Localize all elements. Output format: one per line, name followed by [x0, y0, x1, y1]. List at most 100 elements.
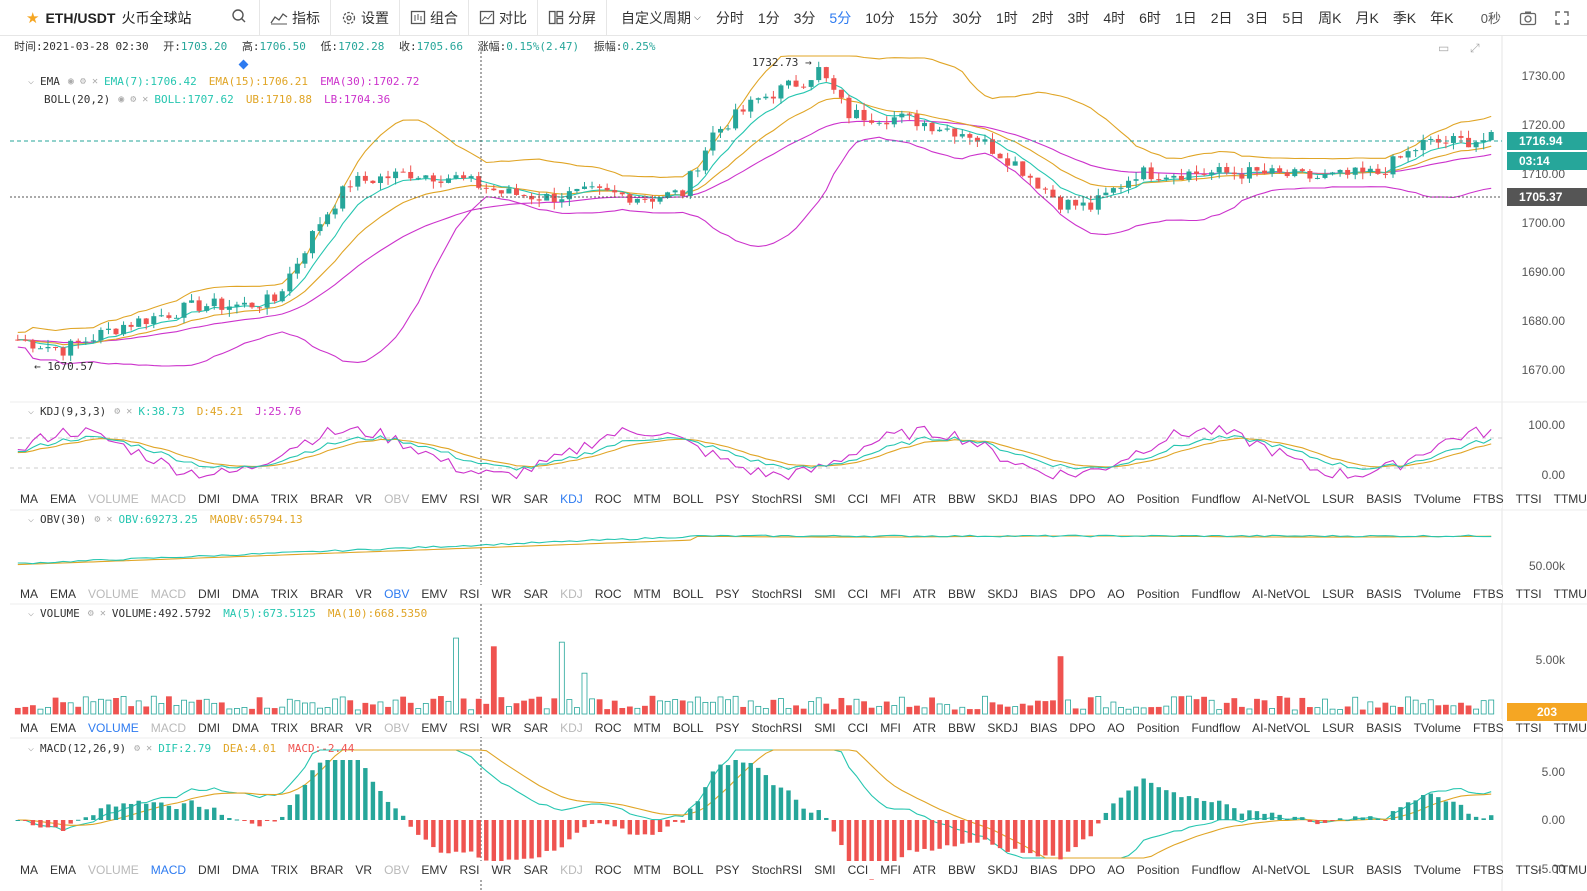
indicator-tab-dmi[interactable]: DMI [198, 587, 221, 601]
indicator-tab-position[interactable]: Position [1136, 587, 1180, 601]
indicator-tab-mfi[interactable]: MFI [880, 492, 901, 506]
indicator-tab-stochrsi[interactable]: StochRSI [751, 587, 803, 601]
indicator-tab-ttsi[interactable]: TTSI [1515, 863, 1542, 877]
indicator-tab-kdj[interactable]: KDJ [560, 492, 583, 506]
indicator-tab-mtm[interactable]: MTM [633, 492, 661, 506]
period-2时[interactable]: 2时 [1031, 9, 1054, 26]
period-30分[interactable]: 30分 [952, 9, 982, 26]
indicator-tab-ai-netvol[interactable]: AI-NetVOL [1252, 721, 1311, 735]
indicator-tab-brar[interactable]: BRAR [310, 721, 344, 735]
indicator-tab-mfi[interactable]: MFI [880, 863, 901, 877]
indicator-tab-ttsi[interactable]: TTSI [1515, 721, 1542, 735]
indicator-tab-ma[interactable]: MA [20, 492, 38, 506]
indicator-tab-rsi[interactable]: RSI [459, 721, 480, 735]
indicator-tab-sar[interactable]: SAR [523, 863, 549, 877]
period-1分[interactable]: 1分 [757, 9, 780, 26]
indicator-tab-vr[interactable]: VR [355, 721, 373, 735]
indicator-tab-ttmu[interactable]: TTMU [1553, 863, 1587, 877]
indicator-tab-mfi[interactable]: MFI [880, 721, 901, 735]
indicator-tab-basis[interactable]: BASIS [1366, 863, 1402, 877]
indicator-tab-stochrsi[interactable]: StochRSI [751, 721, 803, 735]
indicator-tab-boll[interactable]: BOLL [672, 492, 704, 506]
indicator-tab-bbw[interactable]: BBW [948, 492, 976, 506]
indicator-tab-mtm[interactable]: MTM [633, 721, 661, 735]
indicator-tab-vr[interactable]: VR [355, 492, 373, 506]
indicator-tab-position[interactable]: Position [1136, 863, 1180, 877]
indicator-tab-ai-netvol[interactable]: AI-NetVOL [1252, 863, 1311, 877]
indicator-tab-skdj[interactable]: SKDJ [987, 721, 1019, 735]
indicator-tab-trix[interactable]: TRIX [270, 863, 299, 877]
indicator-tab-ema[interactable]: EMA [50, 587, 77, 601]
indicator-tab-volume[interactable]: VOLUME [88, 587, 139, 601]
indicator-tab-vr[interactable]: VR [355, 587, 373, 601]
indicator-tab-dma[interactable]: DMA [232, 492, 259, 506]
indicator-tab-ma[interactable]: MA [20, 587, 38, 601]
indicator-tab-dpo[interactable]: DPO [1069, 721, 1096, 735]
split-screen-button[interactable]: 分屏 [538, 0, 607, 35]
symbol-selector[interactable]: ★ ETH/USDT 火币全球站 [0, 0, 260, 35]
indicator-tab-cci[interactable]: CCI [847, 863, 869, 877]
indicator-tab-roc[interactable]: ROC [594, 492, 622, 506]
collapse-icon[interactable]: ⌵ [28, 76, 35, 87]
indicator-tab-boll[interactable]: BOLL [672, 587, 704, 601]
indicator-tab-volume[interactable]: VOLUME [88, 863, 139, 877]
period-3分[interactable]: 3分 [793, 9, 816, 26]
indicator-tab-emv[interactable]: EMV [421, 721, 448, 735]
indicator-tab-bbw[interactable]: BBW [948, 721, 976, 735]
period-10分[interactable]: 10分 [865, 9, 895, 26]
indicator-tab-ttsi[interactable]: TTSI [1515, 492, 1542, 506]
indicator-tab-bbw[interactable]: BBW [948, 587, 976, 601]
indicator-tab-ai-netvol[interactable]: AI-NetVOL [1252, 587, 1311, 601]
indicator-tab-boll[interactable]: BOLL [672, 721, 704, 735]
indicator-tab-sar[interactable]: SAR [523, 721, 549, 735]
combo-button[interactable]: 组合 [400, 0, 469, 35]
gear-icon[interactable]: ⚙ [130, 94, 137, 105]
indicator-tab-fundflow[interactable]: Fundflow [1191, 721, 1241, 735]
indicator-tab-trix[interactable]: TRIX [270, 492, 299, 506]
collapse-icon[interactable]: ⌵ [28, 743, 35, 754]
indicator-tab-atr[interactable]: ATR [912, 863, 937, 877]
indicator-tab-rsi[interactable]: RSI [459, 863, 480, 877]
indicator-tab-volume[interactable]: VOLUME [88, 492, 139, 506]
indicator-tab-stochrsi[interactable]: StochRSI [751, 863, 803, 877]
indicator-tab-ma[interactable]: MA [20, 721, 38, 735]
indicator-tab-dma[interactable]: DMA [232, 721, 259, 735]
indicator-tab-lsur[interactable]: LSUR [1322, 492, 1355, 506]
indicator-tab-ftbs[interactable]: FTBS [1472, 587, 1504, 601]
indicator-tab-emv[interactable]: EMV [421, 863, 448, 877]
custom-period-dropdown[interactable]: 自定义周期 ⌵ [607, 0, 709, 35]
indicator-tab-ao[interactable]: AO [1107, 587, 1125, 601]
indicator-tab-ftbs[interactable]: FTBS [1472, 863, 1504, 877]
collapse-icon[interactable]: ⌵ [28, 514, 35, 525]
indicator-tab-roc[interactable]: ROC [594, 863, 622, 877]
indicator-tab-atr[interactable]: ATR [912, 492, 937, 506]
indicator-tab-wr[interactable]: WR [491, 587, 512, 601]
indicator-tab-basis[interactable]: BASIS [1366, 492, 1402, 506]
expand-icon[interactable]: ⤢ [1470, 41, 1480, 55]
indicator-tab-tvolume[interactable]: TVolume [1413, 721, 1461, 735]
indicator-tab-brar[interactable]: BRAR [310, 587, 344, 601]
period-1日[interactable]: 1日 [1174, 9, 1197, 26]
indicator-tab-tvolume[interactable]: TVolume [1413, 492, 1461, 506]
indicator-tab-obv[interactable]: OBV [384, 587, 410, 601]
indicator-tab-lsur[interactable]: LSUR [1322, 587, 1355, 601]
indicator-tab-emv[interactable]: EMV [421, 587, 448, 601]
settings-button[interactable]: 设置 [331, 0, 400, 35]
gear-icon[interactable]: ⚙ [94, 514, 101, 525]
indicator-tab-skdj[interactable]: SKDJ [987, 587, 1019, 601]
indicator-tab-dpo[interactable]: DPO [1069, 863, 1096, 877]
indicator-tab-mtm[interactable]: MTM [633, 863, 661, 877]
period-周K[interactable]: 周K [1318, 9, 1342, 26]
indicator-tab-dmi[interactable]: DMI [198, 492, 221, 506]
indicator-tab-trix[interactable]: TRIX [270, 721, 299, 735]
indicator-tab-macd[interactable]: MACD [150, 863, 187, 877]
indicator-tab-bias[interactable]: BIAS [1030, 863, 1058, 877]
indicator-tab-kdj[interactable]: KDJ [560, 863, 583, 877]
indicator-tab-dmi[interactable]: DMI [198, 721, 221, 735]
indicator-tab-dma[interactable]: DMA [232, 587, 259, 601]
indicator-tab-obv[interactable]: OBV [384, 492, 410, 506]
close-icon[interactable]: ✕ [91, 76, 98, 87]
indicator-tab-sar[interactable]: SAR [523, 492, 549, 506]
indicator-tab-fundflow[interactable]: Fundflow [1191, 492, 1241, 506]
